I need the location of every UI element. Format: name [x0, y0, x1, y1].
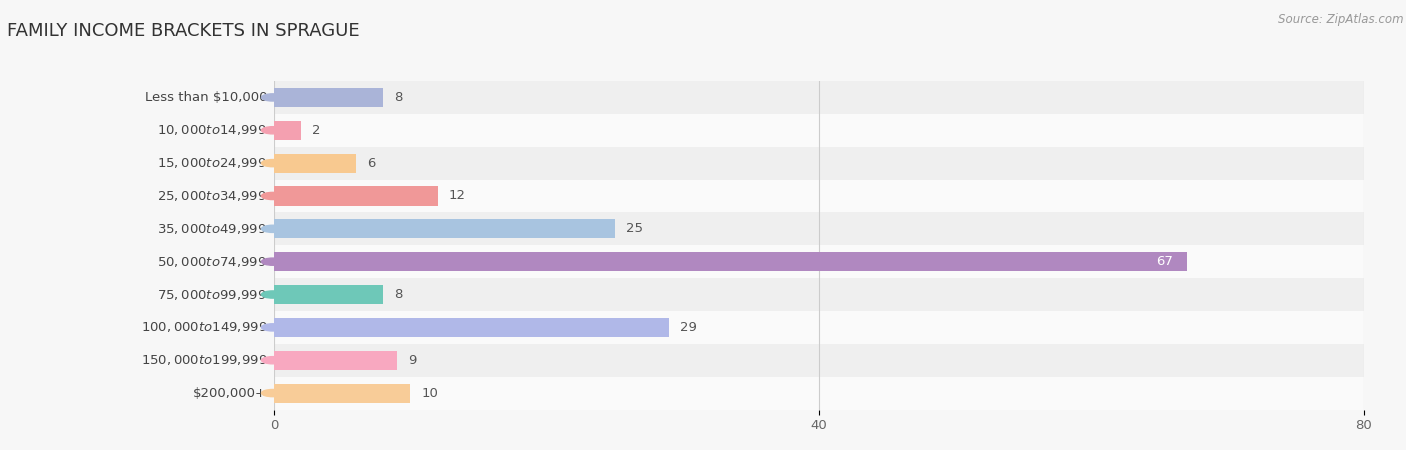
Bar: [0, 212, 1406, 245]
Text: FAMILY INCOME BRACKETS IN SPRAGUE: FAMILY INCOME BRACKETS IN SPRAGUE: [7, 22, 360, 40]
Bar: [0, 344, 1406, 377]
Text: $10,000 to $14,999: $10,000 to $14,999: [157, 123, 267, 137]
Text: $200,000+: $200,000+: [193, 387, 267, 400]
Text: 25: 25: [626, 222, 643, 235]
Bar: [0, 311, 1406, 344]
Text: $150,000 to $199,999: $150,000 to $199,999: [141, 353, 267, 367]
Bar: [0, 278, 1406, 311]
Text: $15,000 to $24,999: $15,000 to $24,999: [157, 156, 267, 170]
Bar: [274, 318, 669, 337]
Text: 10: 10: [422, 387, 439, 400]
Bar: [0, 114, 1406, 147]
Bar: [0, 180, 1406, 212]
Text: Less than $10,000: Less than $10,000: [145, 91, 267, 104]
Bar: [274, 252, 1187, 271]
Text: $75,000 to $99,999: $75,000 to $99,999: [157, 288, 267, 302]
Bar: [0, 245, 1406, 278]
Text: 6: 6: [367, 157, 375, 170]
Bar: [274, 285, 382, 304]
Bar: [0, 81, 1406, 114]
Bar: [274, 121, 301, 140]
Text: 67: 67: [1156, 255, 1173, 268]
Text: 8: 8: [394, 91, 402, 104]
Bar: [0, 147, 1406, 180]
Bar: [0, 377, 1406, 410]
Bar: [274, 186, 437, 206]
Bar: [274, 153, 356, 173]
Text: 29: 29: [681, 321, 697, 334]
Text: $100,000 to $149,999: $100,000 to $149,999: [141, 320, 267, 334]
Text: $25,000 to $34,999: $25,000 to $34,999: [157, 189, 267, 203]
Bar: [274, 383, 411, 403]
Text: 8: 8: [394, 288, 402, 301]
Bar: [274, 88, 382, 107]
Text: $50,000 to $74,999: $50,000 to $74,999: [157, 255, 267, 269]
Text: $35,000 to $49,999: $35,000 to $49,999: [157, 222, 267, 236]
Text: 9: 9: [408, 354, 416, 367]
Text: 12: 12: [449, 189, 465, 202]
Bar: [274, 219, 614, 239]
Bar: [274, 351, 396, 370]
Text: 2: 2: [312, 124, 321, 137]
Text: Source: ZipAtlas.com: Source: ZipAtlas.com: [1278, 14, 1403, 27]
